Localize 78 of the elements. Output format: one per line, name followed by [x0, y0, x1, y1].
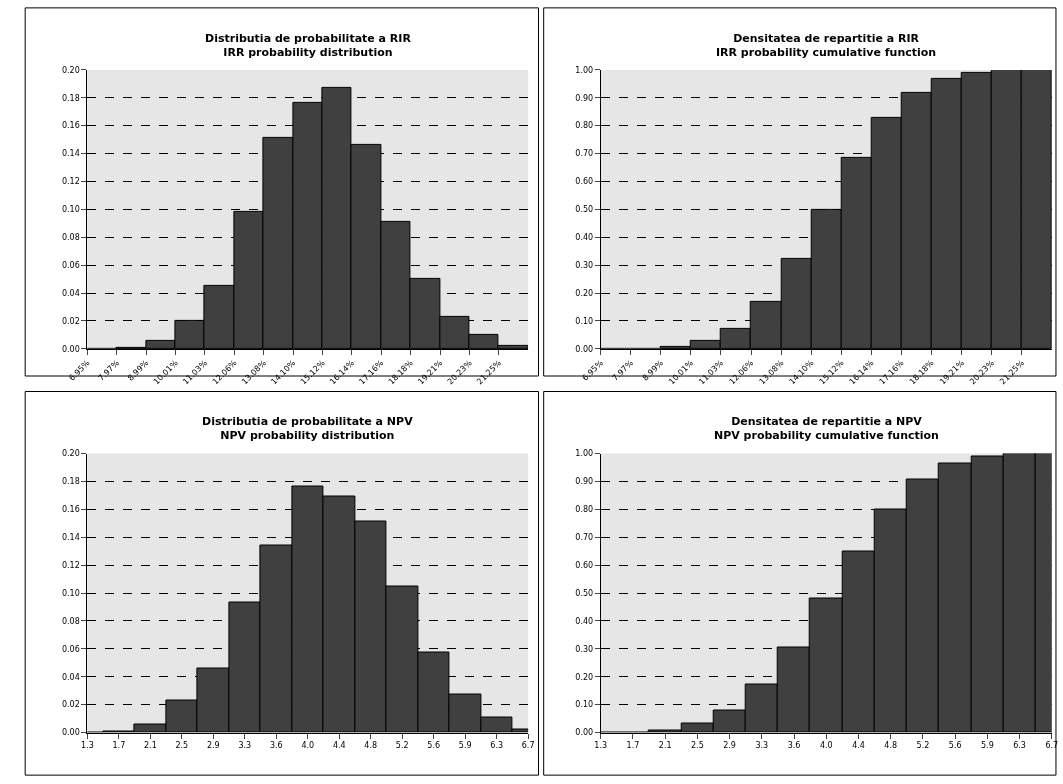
y-tick-label: 0.14: [61, 149, 80, 159]
y-tick-label: 0.70: [575, 533, 594, 542]
chart-title: Distributia de probabilitate a RIR IRR probability distribution: [205, 32, 412, 60]
x-tick-label: 1.3: [594, 741, 608, 751]
x-tick-label: 4.8: [364, 741, 378, 751]
y-tick-label: 0.16: [61, 505, 80, 515]
y-tick-label: 0.10: [575, 700, 594, 710]
y-tick-label: 0.60: [575, 177, 594, 187]
x-tick-label: 5.2: [916, 741, 930, 751]
x-tick-label: 2.1: [658, 741, 672, 751]
x-tick-label: 4.4: [332, 741, 346, 751]
x-tick-label: 2.5: [691, 741, 704, 751]
x-tick-label: 5.2: [395, 741, 409, 751]
y-tick-label: 0.00: [61, 344, 80, 354]
x-tick-label: 4.0: [301, 741, 315, 751]
x-tick-label: 3.3: [755, 741, 769, 751]
chart-title: Densitatea de repartitie a RIR IRR probability cumulative function: [716, 32, 937, 60]
y-tick-label: 0.20: [61, 65, 80, 75]
y-tick-label: 0.02: [61, 316, 80, 326]
y-tick-label: 0.50: [575, 205, 594, 215]
x-tick-label: 5.9: [458, 741, 472, 751]
y-tick-label: 0.16: [61, 121, 80, 131]
x-tick-label: 2.5: [175, 741, 189, 751]
x-tick-label: 5.6: [427, 741, 441, 751]
y-tick-label: 0.50: [575, 588, 594, 598]
chart-title: Distributia de probabilitate a NPV NPV probability distribution: [202, 415, 414, 443]
y-tick-label: 0.06: [61, 260, 80, 270]
y-tick-label: 0.08: [61, 616, 80, 626]
x-tick-label: 1.3: [81, 741, 94, 751]
y-tick-label: 0.20: [575, 672, 594, 682]
x-tick-label: 6.7: [521, 741, 535, 751]
x-tick-label: 1.7: [112, 741, 126, 751]
y-tick-label: 0.90: [575, 477, 594, 487]
y-tick-label: 0.10: [575, 316, 594, 326]
y-tick-label: 0.08: [61, 233, 80, 243]
x-tick-label: 4.8: [884, 741, 898, 751]
y-tick-label: 0.06: [61, 644, 80, 654]
x-tick-label: 6.7: [1045, 741, 1059, 751]
y-tick-label: 0.40: [575, 616, 594, 626]
y-tick-label: 0.30: [575, 644, 594, 654]
y-tick-label: 1.00: [575, 449, 594, 459]
x-tick-label: 2.1: [144, 741, 157, 751]
y-tick-label: 0.20: [575, 288, 594, 298]
x-tick-label: 3.6: [787, 741, 801, 751]
x-tick-label: 1.7: [626, 741, 640, 751]
y-tick-label: 0.10: [61, 588, 80, 598]
y-tick-label: 0.14: [61, 533, 80, 542]
y-tick-label: 0.70: [575, 149, 594, 159]
y-tick-label: 0.80: [575, 505, 594, 515]
y-tick-label: 0.00: [575, 344, 594, 354]
x-tick-label: 5.6: [948, 741, 962, 751]
x-tick-label: 6.3: [490, 741, 504, 751]
x-tick-label: 2.9: [723, 741, 736, 751]
y-tick-label: 0.40: [575, 233, 594, 243]
y-tick-label: 0.20: [61, 449, 80, 459]
y-tick-label: 0.10: [61, 205, 80, 215]
x-tick-label: 5.9: [981, 741, 994, 751]
y-tick-label: 0.02: [61, 700, 80, 710]
chart-title: Densitatea de repartitie a NPV NPV probability cumulative function: [714, 415, 939, 443]
y-tick-label: 0.80: [575, 121, 594, 131]
y-tick-label: 0.00: [61, 728, 80, 738]
y-tick-label: 0.18: [61, 477, 80, 487]
x-tick-label: 3.3: [238, 741, 252, 751]
y-tick-label: 0.04: [61, 288, 80, 298]
x-tick-label: 4.4: [852, 741, 865, 751]
x-tick-label: 4.0: [819, 741, 833, 751]
y-tick-label: 0.04: [61, 672, 80, 682]
y-tick-label: 0.12: [61, 177, 80, 187]
y-tick-label: 0.18: [61, 93, 80, 103]
y-tick-label: 0.90: [575, 93, 594, 103]
y-tick-label: 1.00: [575, 65, 594, 75]
y-tick-label: 0.30: [575, 260, 594, 270]
x-tick-label: 3.6: [269, 741, 283, 751]
x-tick-label: 2.9: [206, 741, 220, 751]
y-tick-label: 0.12: [61, 560, 80, 570]
y-tick-label: 0.00: [575, 728, 594, 738]
y-tick-label: 0.60: [575, 560, 594, 570]
x-tick-label: 6.3: [1013, 741, 1026, 751]
